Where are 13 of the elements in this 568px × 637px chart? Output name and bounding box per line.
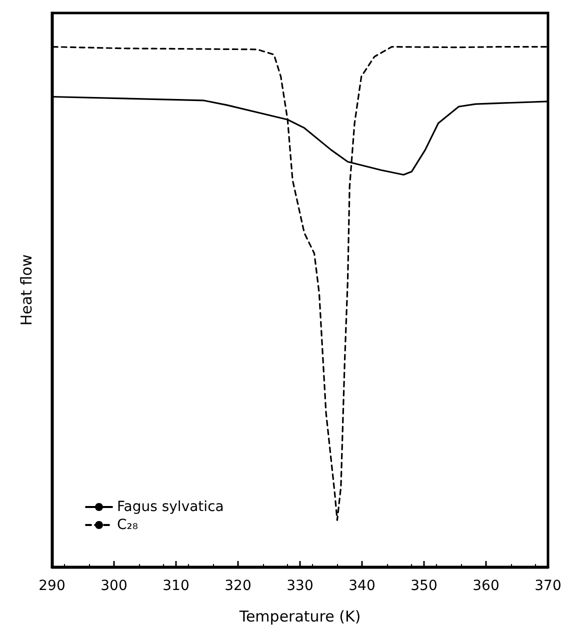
x-tick-label: 320 xyxy=(224,578,252,594)
x-tick-label: 360 xyxy=(472,578,500,594)
y-axis-title: Heat flow xyxy=(18,254,36,326)
x-tick-label: 340 xyxy=(348,578,376,594)
x-tick-label: 290 xyxy=(38,578,66,594)
x-axis-title: Temperature (K) xyxy=(238,608,361,626)
legend-label: C₂₈ xyxy=(117,517,138,533)
legend-label: Fagus sylvatica xyxy=(117,499,224,515)
x-tick-label: 300 xyxy=(100,578,128,594)
x-tick-label: 330 xyxy=(286,578,314,594)
x-tick-label: 310 xyxy=(162,578,190,594)
x-tick-label: 370 xyxy=(534,578,562,594)
x-tick-label: 350 xyxy=(410,578,438,594)
